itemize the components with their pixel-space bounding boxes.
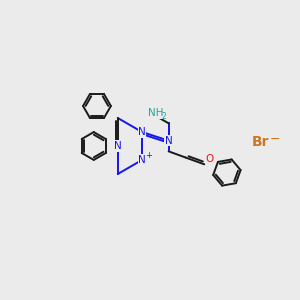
Text: N: N [138, 127, 146, 137]
Text: Br: Br [252, 135, 269, 149]
Text: −: − [270, 133, 280, 146]
Text: N: N [114, 141, 122, 151]
Text: +: + [146, 151, 152, 160]
Text: N: N [165, 136, 172, 146]
Text: N: N [138, 155, 146, 165]
Text: NH: NH [148, 108, 163, 118]
Text: 2: 2 [162, 112, 167, 121]
Text: O: O [205, 154, 214, 164]
